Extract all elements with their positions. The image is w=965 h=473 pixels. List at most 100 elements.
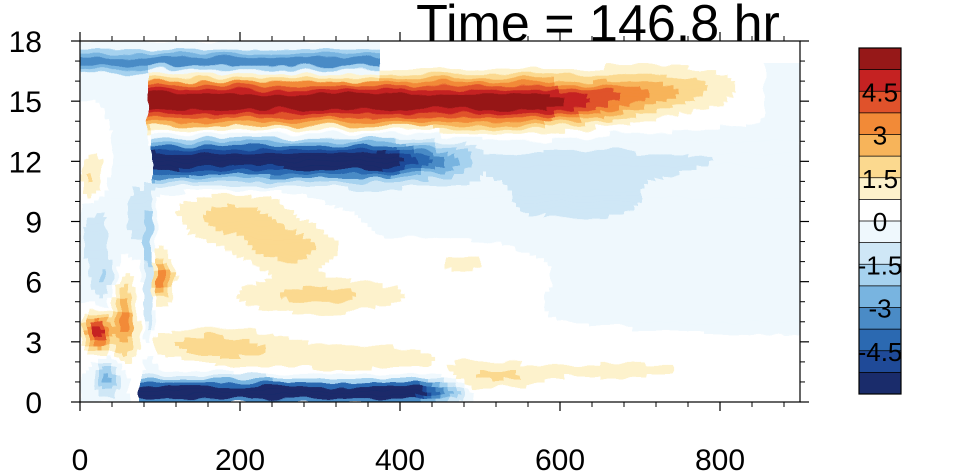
contour-cell [84,317,89,323]
contour-cell [728,253,733,259]
contour-cell [672,225,677,231]
contour-cell [724,225,729,231]
contour-cell [668,289,673,295]
contour-cell [340,385,345,391]
contour-cell [148,377,153,383]
contour-cell [540,237,545,243]
contour-cell [156,349,161,355]
contour-cell [688,213,693,219]
contour-cell [160,273,165,279]
contour-cell [552,217,557,223]
contour-cell [344,361,349,367]
contour-cell [728,213,733,219]
contour-cell [320,309,325,315]
contour-cell [292,357,297,363]
contour-cell [92,281,97,287]
contour-cell [312,393,317,399]
contour-cell [620,289,625,295]
contour-cell [140,233,145,239]
contour-cell [444,393,449,399]
contour-cell [368,353,373,359]
contour-cell [292,361,297,367]
contour-cell [484,373,489,379]
contour-cell [416,357,421,363]
contour-cell [788,277,793,283]
contour-cell [796,321,800,327]
contour-cell [608,265,613,271]
contour-cell [336,349,341,355]
contour-cell [340,349,345,355]
contour-cell [744,273,749,279]
contour-cell [92,397,97,402]
contour-cell [696,241,701,247]
contour-cell [736,321,741,327]
contour-cell [724,261,729,267]
contour-cell [600,297,605,303]
contour-cell [728,281,733,287]
contour-cell [172,341,177,347]
contour-cell [248,389,253,395]
contour-cell [696,229,701,235]
contour-cell [400,217,405,223]
contour-cell [304,341,309,347]
contour-field [80,41,800,402]
contour-cell [764,289,769,295]
contour-cell [660,317,665,323]
contour-cell [588,209,593,215]
contour-cell [508,361,513,367]
contour-cell [408,229,413,235]
contour-cell [160,281,165,287]
contour-cell [196,345,201,351]
contour-cell [280,389,285,395]
contour-cell [196,233,201,239]
contour-cell [272,301,277,307]
contour-cell [168,381,173,387]
contour-cell [136,241,141,247]
contour-cell [144,393,149,399]
contour-cell [152,321,157,327]
contour-cell [332,289,337,295]
contour-cell [88,329,93,335]
contour-cell [436,217,441,223]
contour-cell [464,365,469,371]
contour-cell [756,209,761,215]
contour-cell [580,317,585,323]
contour-cell [112,249,117,255]
contour-cell [120,373,125,379]
contour-cell [480,365,485,371]
contour-cell [564,241,569,247]
contour-cell [316,253,321,259]
contour-cell [304,229,309,235]
contour-cell [120,381,125,387]
contour-cell [116,313,121,319]
contour-cell [784,229,789,235]
contour-cell [540,373,545,379]
contour-cell [756,301,761,307]
contour-cell [380,213,385,219]
contour-cell [684,229,689,235]
contour-cell [80,293,85,299]
contour-cell [128,253,133,259]
contour-cell [548,249,553,255]
contour-cell [740,261,745,267]
contour-cell [632,293,637,299]
contour-cell [616,365,621,371]
contour-cell [104,373,109,379]
contour-cell [468,369,473,375]
contour-cell [296,289,301,295]
contour-cell [292,273,297,279]
contour-cell [472,229,477,235]
contour-cell [720,265,725,271]
contour-cell [704,241,709,247]
contour-cell [264,209,269,215]
contour-cell [128,237,133,243]
contour-cell [680,293,685,299]
contour-cell [320,381,325,387]
contour-cell [700,241,705,247]
contour-cell [784,301,789,307]
contour-cell [660,365,665,371]
contour-cell [200,393,205,399]
contour-cell [432,385,437,391]
contour-cell [284,393,289,399]
contour-cell [420,373,425,379]
